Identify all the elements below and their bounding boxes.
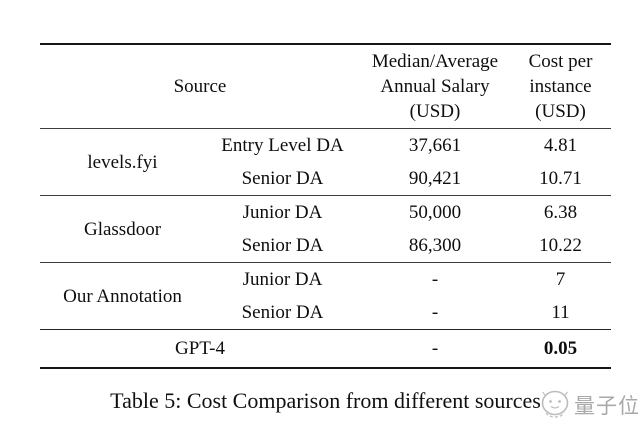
header-cost: Cost per instance (USD): [510, 44, 611, 129]
table-row: Senior DA 86,300 10.22: [40, 229, 611, 263]
salary-cell: -: [360, 329, 510, 368]
group-glassdoor: Glassdoor Junior DA 50,000 6.38 Senior D…: [40, 195, 611, 263]
header-cost-line3: (USD): [535, 101, 586, 122]
header-cost-line1: Cost per: [528, 51, 593, 72]
header-cost-line2: instance: [529, 76, 592, 97]
source-levels-fyi: levels.fyi: [40, 128, 205, 196]
table-row: GPT-4 - 0.05: [40, 329, 611, 368]
source-gpt4: GPT-4: [40, 329, 360, 368]
cost-cell-gpt4: 0.05: [510, 329, 611, 368]
table-row: Senior DA 90,421 10.71: [40, 162, 611, 196]
group-levels-fyi: levels.fyi Entry Level DA 37,661 4.81 Se…: [40, 128, 611, 196]
table-row: Our Annotation Junior DA - 7: [40, 262, 611, 330]
table-caption: Table 5: Cost Comparison from different …: [110, 388, 541, 413]
table-row: levels.fyi Entry Level DA 37,661 4.81: [40, 128, 611, 196]
level-cell: Junior DA: [205, 195, 360, 229]
cost-cell: 11: [551, 302, 570, 323]
level-cell: Senior DA: [241, 235, 324, 256]
salary-cell: -: [431, 302, 439, 323]
salary-cell: 37,661: [360, 128, 510, 162]
header-salary-line1: Median/Average: [371, 51, 499, 72]
source-our-annotation: Our Annotation: [40, 262, 205, 330]
cost-cell: 4.81: [510, 128, 611, 162]
level-cell: Senior DA: [241, 168, 324, 189]
source-glassdoor: Glassdoor: [40, 195, 205, 263]
cost-comparison-table: Source Median/Average Annual Salary (USD…: [40, 43, 611, 369]
group-gpt4: GPT-4 - 0.05: [40, 329, 611, 368]
table-header: Source Median/Average Annual Salary (USD…: [40, 44, 611, 129]
level-cell: Senior DA: [241, 302, 324, 323]
header-salary: Median/Average Annual Salary (USD): [360, 44, 510, 129]
group-our-annotation: Our Annotation Junior DA - 7 Senior DA -…: [40, 262, 611, 330]
header-salary-line2: Annual Salary: [380, 76, 490, 97]
table-row: Glassdoor Junior DA 50,000 6.38: [40, 195, 611, 263]
cost-cell: 10.71: [539, 168, 582, 189]
salary-cell: 86,300: [408, 235, 462, 256]
header-salary-line3: (USD): [409, 101, 461, 122]
level-cell: Junior DA: [205, 262, 360, 296]
salary-cell: 50,000: [360, 195, 510, 229]
table-row: Senior DA - 11: [40, 296, 611, 330]
salary-cell: 90,421: [408, 168, 462, 189]
cost-cell: 6.38: [510, 195, 611, 229]
salary-cell: -: [360, 262, 510, 296]
cost-cell: 7: [510, 262, 611, 296]
level-cell: Entry Level DA: [205, 128, 360, 162]
cost-cell: 10.22: [539, 235, 582, 256]
header-source: Source: [40, 44, 360, 129]
